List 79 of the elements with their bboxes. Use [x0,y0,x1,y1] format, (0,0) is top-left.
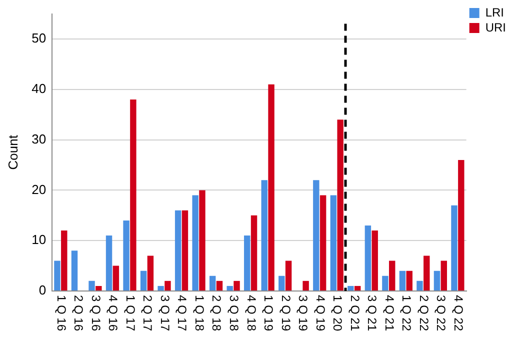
bar [451,205,458,290]
y-tick-label: 10 [32,232,46,248]
bar [382,276,388,290]
x-tick-label: 4 Q 22 [451,294,466,332]
x-tick-label: 2 Q 18 [210,294,224,332]
y-tick-label: 20 [32,182,46,197]
bar [320,195,326,290]
y-axis-title: Count [5,134,20,170]
bar [330,195,337,290]
bar [54,260,60,290]
bar [96,286,102,290]
bar [389,260,396,290]
bar [268,84,274,290]
bar [399,270,406,290]
bar [112,266,120,290]
x-tick-label: 4 Q 19 [313,294,328,332]
bar [261,180,268,290]
x-tick-label: 1 Q 18 [192,294,206,332]
bar [364,225,372,290]
bar [416,280,423,290]
bar [140,270,147,290]
x-tick-label: 2 Q 22 [416,294,431,332]
legend-label: LRI [485,5,504,20]
bar [71,250,78,290]
bar [147,256,154,290]
bar [216,280,223,290]
y-tick-label: 0 [38,282,46,298]
x-tick-label: 2 Q 19 [278,294,293,332]
bar [313,180,320,290]
x-tick-label: 2 Q 21 [348,294,362,332]
bar [88,280,95,290]
x-tick-label: 3 Q 19 [296,294,310,332]
bar [182,210,188,290]
bar [424,256,430,290]
legend-label: URI [485,20,506,34]
x-tick-label: 1 Q 16 [54,294,68,332]
bar [209,276,216,290]
bar [440,260,447,290]
x-tick-label: 3 Q 18 [226,294,241,332]
bar [123,220,130,290]
bar [354,286,361,290]
bar [244,236,250,290]
bar [250,215,258,290]
x-tick-label: 4 Q 17 [175,294,190,332]
bar [164,280,171,290]
bar [348,286,354,290]
x-tick-label: 2 Q 17 [140,294,155,332]
bar [278,276,285,290]
x-tick-label: 4 Q 16 [106,294,120,332]
bar [337,120,344,290]
bar [192,195,198,290]
bar [434,270,440,290]
bar [302,280,309,290]
bar [406,270,412,290]
bar [458,160,464,290]
bar [199,190,206,290]
x-tick-label: 1 Q 22 [400,294,414,332]
bar [174,210,182,290]
x-tick-label: 1 Q 20 [330,294,345,332]
bar [372,230,378,290]
x-tick-label: 3 Q 17 [158,294,172,332]
bar [130,99,136,290]
bar [234,280,240,290]
bar [61,230,68,290]
y-tick-label: 50 [32,30,46,46]
x-tick-label: 4 Q 21 [382,294,396,332]
x-tick-label: 4 Q 18 [244,294,258,332]
x-tick-label: 1 Q 17 [123,294,138,332]
bar [226,286,233,290]
bar [158,286,164,290]
x-tick-label: 3 Q 16 [88,294,103,332]
x-tick-label: 3 Q 22 [434,294,448,332]
bar [106,236,112,290]
x-tick-label: 2 Q 16 [72,294,86,332]
bar [285,260,292,290]
x-tick-label: 3 Q 21 [365,294,380,332]
y-tick-label: 30 [32,131,46,146]
x-tick-label: 1 Q 19 [262,294,276,332]
y-tick-label: 40 [32,80,46,96]
